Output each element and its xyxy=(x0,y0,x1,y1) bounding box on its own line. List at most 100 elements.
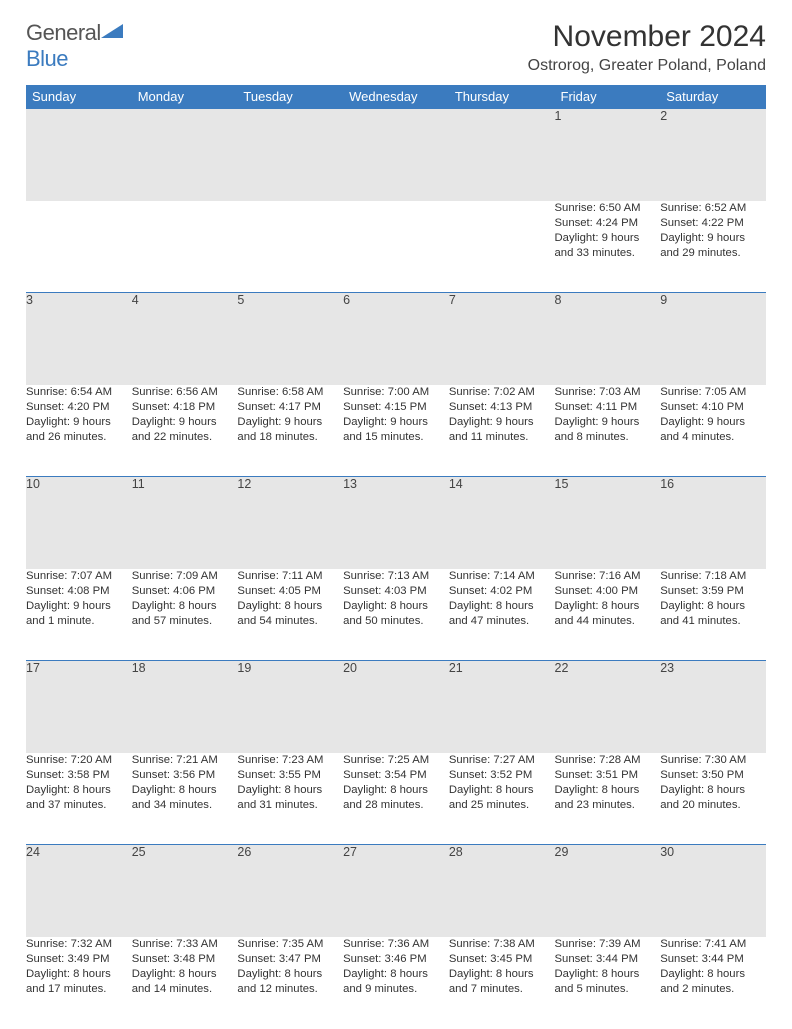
logo-part2: Blue xyxy=(26,46,68,71)
daylight-line2: and 44 minutes. xyxy=(555,614,661,629)
daylight-line2: and 1 minute. xyxy=(26,614,132,629)
weekday-header: Thursday xyxy=(449,85,555,109)
sunset: Sunset: 3:48 PM xyxy=(132,952,238,967)
daylight-line2: and 54 minutes. xyxy=(237,614,343,629)
sunrise: Sunrise: 7:13 AM xyxy=(343,569,449,584)
day-number: 26 xyxy=(237,845,343,937)
day-details: Sunrise: 7:13 AMSunset: 4:03 PMDaylight:… xyxy=(343,569,449,661)
day-number: 2 xyxy=(660,109,766,201)
daylight-line2: and 11 minutes. xyxy=(449,430,555,445)
day-details: Sunrise: 7:18 AMSunset: 3:59 PMDaylight:… xyxy=(660,569,766,661)
day-number: 3 xyxy=(26,293,132,385)
daylight-line1: Daylight: 9 hours xyxy=(660,231,766,246)
sunset: Sunset: 3:54 PM xyxy=(343,768,449,783)
calendar-body: 12 Sunrise: 6:50 AMSunset: 4:24 PMDayligh… xyxy=(26,109,766,1029)
weekday-header: Saturday xyxy=(660,85,766,109)
day-details: Sunrise: 7:25 AMSunset: 3:54 PMDaylight:… xyxy=(343,753,449,845)
header: General Blue November 2024 Ostrorog, Gre… xyxy=(26,20,766,75)
day-details: Sunrise: 7:23 AMSunset: 3:55 PMDaylight:… xyxy=(237,753,343,845)
daylight-line2: and 31 minutes. xyxy=(237,798,343,813)
sunset: Sunset: 4:13 PM xyxy=(449,400,555,415)
sunset: Sunset: 4:05 PM xyxy=(237,584,343,599)
day-number: 9 xyxy=(660,293,766,385)
daylight-line2: and 9 minutes. xyxy=(343,982,449,997)
daylight-line1: Daylight: 8 hours xyxy=(660,783,766,798)
detail-row: Sunrise: 7:07 AMSunset: 4:08 PMDaylight:… xyxy=(26,569,766,661)
sunset: Sunset: 3:55 PM xyxy=(237,768,343,783)
sunrise: Sunrise: 7:21 AM xyxy=(132,753,238,768)
daylight-line1: Daylight: 8 hours xyxy=(26,783,132,798)
sunset: Sunset: 3:51 PM xyxy=(555,768,661,783)
sunrise: Sunrise: 7:32 AM xyxy=(26,937,132,952)
logo-triangle-icon xyxy=(101,24,123,40)
sunset: Sunset: 3:58 PM xyxy=(26,768,132,783)
detail-row: Sunrise: 7:32 AMSunset: 3:49 PMDaylight:… xyxy=(26,937,766,1029)
sunset: Sunset: 4:18 PM xyxy=(132,400,238,415)
daylight-line1: Daylight: 9 hours xyxy=(555,415,661,430)
sunrise: Sunrise: 7:18 AM xyxy=(660,569,766,584)
day-details xyxy=(237,201,343,293)
logo: General Blue xyxy=(26,20,123,72)
daylight-line1: Daylight: 8 hours xyxy=(555,783,661,798)
daynum-row: 10111213141516 xyxy=(26,477,766,569)
day-number: 10 xyxy=(26,477,132,569)
daylight-line2: and 18 minutes. xyxy=(237,430,343,445)
day-number xyxy=(26,109,132,201)
daylight-line2: and 33 minutes. xyxy=(555,246,661,261)
daylight-line2: and 47 minutes. xyxy=(449,614,555,629)
sunset: Sunset: 4:22 PM xyxy=(660,216,766,231)
day-number: 8 xyxy=(555,293,661,385)
daylight-line1: Daylight: 8 hours xyxy=(132,783,238,798)
day-number: 16 xyxy=(660,477,766,569)
sunrise: Sunrise: 7:23 AM xyxy=(237,753,343,768)
sunrise: Sunrise: 7:36 AM xyxy=(343,937,449,952)
daylight-line2: and 4 minutes. xyxy=(660,430,766,445)
weekday-header: Friday xyxy=(555,85,661,109)
day-details: Sunrise: 7:33 AMSunset: 3:48 PMDaylight:… xyxy=(132,937,238,1029)
day-number: 4 xyxy=(132,293,238,385)
sunset: Sunset: 3:44 PM xyxy=(555,952,661,967)
detail-row: Sunrise: 6:50 AMSunset: 4:24 PMDaylight:… xyxy=(26,201,766,293)
day-details xyxy=(26,201,132,293)
sunrise: Sunrise: 6:52 AM xyxy=(660,201,766,216)
day-details: Sunrise: 7:03 AMSunset: 4:11 PMDaylight:… xyxy=(555,385,661,477)
day-number: 27 xyxy=(343,845,449,937)
day-details: Sunrise: 6:56 AMSunset: 4:18 PMDaylight:… xyxy=(132,385,238,477)
day-details: Sunrise: 7:14 AMSunset: 4:02 PMDaylight:… xyxy=(449,569,555,661)
daylight-line1: Daylight: 9 hours xyxy=(343,415,449,430)
sunset: Sunset: 3:59 PM xyxy=(660,584,766,599)
day-details: Sunrise: 7:32 AMSunset: 3:49 PMDaylight:… xyxy=(26,937,132,1029)
title-block: November 2024 Ostrorog, Greater Poland, … xyxy=(528,20,766,75)
daylight-line2: and 20 minutes. xyxy=(660,798,766,813)
sunset: Sunset: 3:52 PM xyxy=(449,768,555,783)
day-details: Sunrise: 6:54 AMSunset: 4:20 PMDaylight:… xyxy=(26,385,132,477)
day-details: Sunrise: 7:28 AMSunset: 3:51 PMDaylight:… xyxy=(555,753,661,845)
weekday-header: Tuesday xyxy=(237,85,343,109)
sunrise: Sunrise: 7:39 AM xyxy=(555,937,661,952)
daynum-row: 17181920212223 xyxy=(26,661,766,753)
day-number: 12 xyxy=(237,477,343,569)
day-details: Sunrise: 7:11 AMSunset: 4:05 PMDaylight:… xyxy=(237,569,343,661)
daylight-line1: Daylight: 9 hours xyxy=(660,415,766,430)
sunrise: Sunrise: 7:07 AM xyxy=(26,569,132,584)
sunrise: Sunrise: 7:38 AM xyxy=(449,937,555,952)
sunrise: Sunrise: 6:56 AM xyxy=(132,385,238,400)
sunrise: Sunrise: 7:05 AM xyxy=(660,385,766,400)
sunrise: Sunrise: 7:03 AM xyxy=(555,385,661,400)
daylight-line1: Daylight: 9 hours xyxy=(555,231,661,246)
day-details: Sunrise: 7:16 AMSunset: 4:00 PMDaylight:… xyxy=(555,569,661,661)
day-number: 17 xyxy=(26,661,132,753)
sunrise: Sunrise: 7:16 AM xyxy=(555,569,661,584)
weekday-header: Monday xyxy=(132,85,238,109)
weekday-header-row: SundayMondayTuesdayWednesdayThursdayFrid… xyxy=(26,85,766,109)
day-number: 14 xyxy=(449,477,555,569)
daylight-line2: and 26 minutes. xyxy=(26,430,132,445)
day-number xyxy=(237,109,343,201)
day-number: 13 xyxy=(343,477,449,569)
day-number: 23 xyxy=(660,661,766,753)
sunrise: Sunrise: 6:54 AM xyxy=(26,385,132,400)
day-details: Sunrise: 7:36 AMSunset: 3:46 PMDaylight:… xyxy=(343,937,449,1029)
daylight-line2: and 34 minutes. xyxy=(132,798,238,813)
day-number: 24 xyxy=(26,845,132,937)
day-details: Sunrise: 6:50 AMSunset: 4:24 PMDaylight:… xyxy=(555,201,661,293)
